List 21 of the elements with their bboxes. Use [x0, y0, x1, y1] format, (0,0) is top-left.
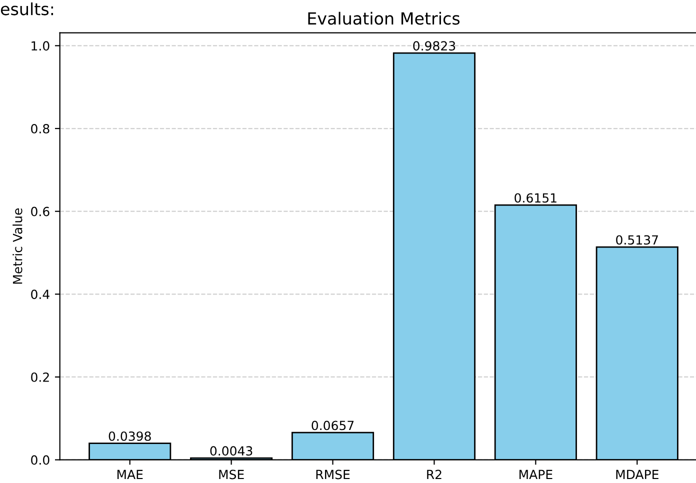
data-label: 0.5137: [616, 235, 658, 245]
data-label: 0.0657: [312, 420, 354, 430]
x-tick-label: MAPE: [520, 470, 552, 480]
data-label: 0.0398: [108, 431, 151, 441]
data-label: 0.0043: [210, 446, 252, 456]
data-label: 0.6151: [514, 193, 556, 203]
data-label: 0.9823: [413, 41, 456, 51]
y-tick-label: 1.0: [32, 41, 50, 51]
y-tick-label: 0.2: [31, 372, 49, 382]
x-tick-label: MAE: [117, 470, 143, 480]
chart-title: Evaluation Metrics: [308, 12, 460, 25]
x-tick-label: MSE: [219, 470, 244, 480]
y-axis-title: Metric Value: [12, 208, 22, 284]
x-tick-label: MDAPE: [616, 470, 658, 480]
x-tick-label: R2: [427, 470, 442, 480]
x-tick-label: RMSE: [316, 470, 350, 480]
y-tick-label: 0.0: [31, 455, 50, 465]
y-tick-label: 0.8: [31, 124, 50, 134]
y-tick-label: 0.6: [31, 206, 50, 216]
y-tick-label: 0.4: [31, 290, 50, 300]
text: esults:: [0, 2, 54, 16]
